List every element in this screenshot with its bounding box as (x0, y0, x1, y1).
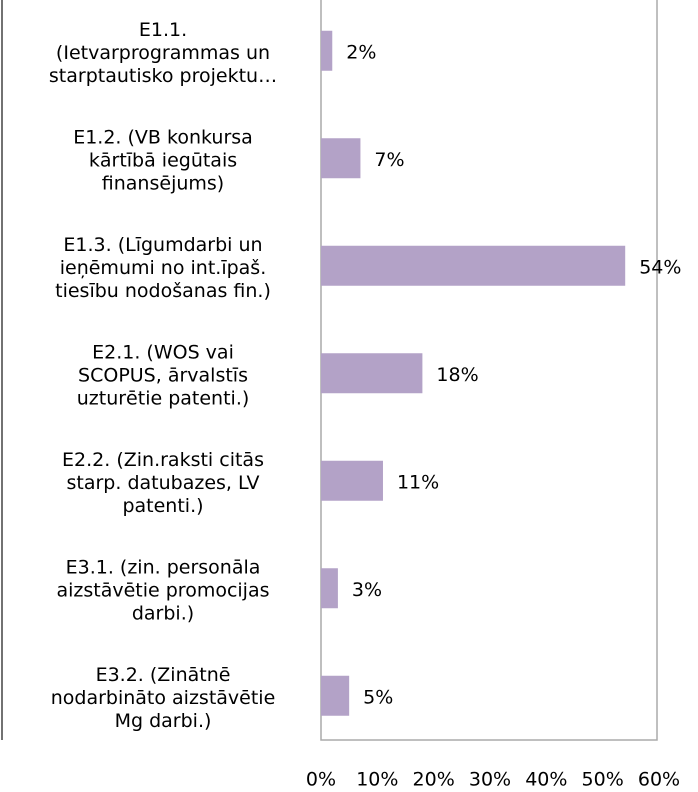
y-tick-label: E1.2. (VB konkursa kārtībā iegūtais finans… (73, 126, 253, 194)
bar (321, 353, 423, 394)
bar (321, 245, 626, 286)
x-tick-label: 40% (525, 769, 567, 791)
data-label: 54% (639, 256, 681, 278)
x-tick-label: 30% (469, 769, 511, 791)
bar (321, 30, 333, 71)
bar (321, 568, 338, 609)
y-tick-label: E1.1. (Ietvarprogrammas un starptautisko p… (49, 18, 277, 86)
y-tick-label: E3.2. (Zinātnē nodarbināto aizstāvētie Mg … (51, 663, 276, 731)
data-label: 18% (436, 364, 478, 386)
data-label: 3% (352, 579, 382, 601)
x-tick-label: 0% (306, 769, 336, 791)
bar (321, 460, 383, 501)
data-label: 5% (363, 686, 393, 708)
bar (321, 675, 350, 716)
x-tick-label: 60% (638, 769, 680, 791)
x-tick-label: 50% (582, 769, 624, 791)
y-tick-label: E2.1. (WOS vai SCOPUS, ārvalstīs uzturētie… (77, 341, 250, 409)
y-tick-label: E2.2. (Zin.raksti citās starp. datubazes,… (62, 448, 264, 516)
y-tick-label: E1.3. (Līgumdarbi un ieņēmumi no int.īpaš… (55, 233, 271, 301)
data-label: 11% (397, 471, 439, 493)
bar (321, 138, 361, 179)
data-label: 2% (346, 41, 376, 63)
y-tick-label: E3.1. (zin. personāla aizstāvētie promoci… (56, 556, 269, 624)
x-tick-label: 10% (356, 769, 398, 791)
x-tick-label: 20% (413, 769, 455, 791)
data-label: 7% (374, 149, 404, 171)
